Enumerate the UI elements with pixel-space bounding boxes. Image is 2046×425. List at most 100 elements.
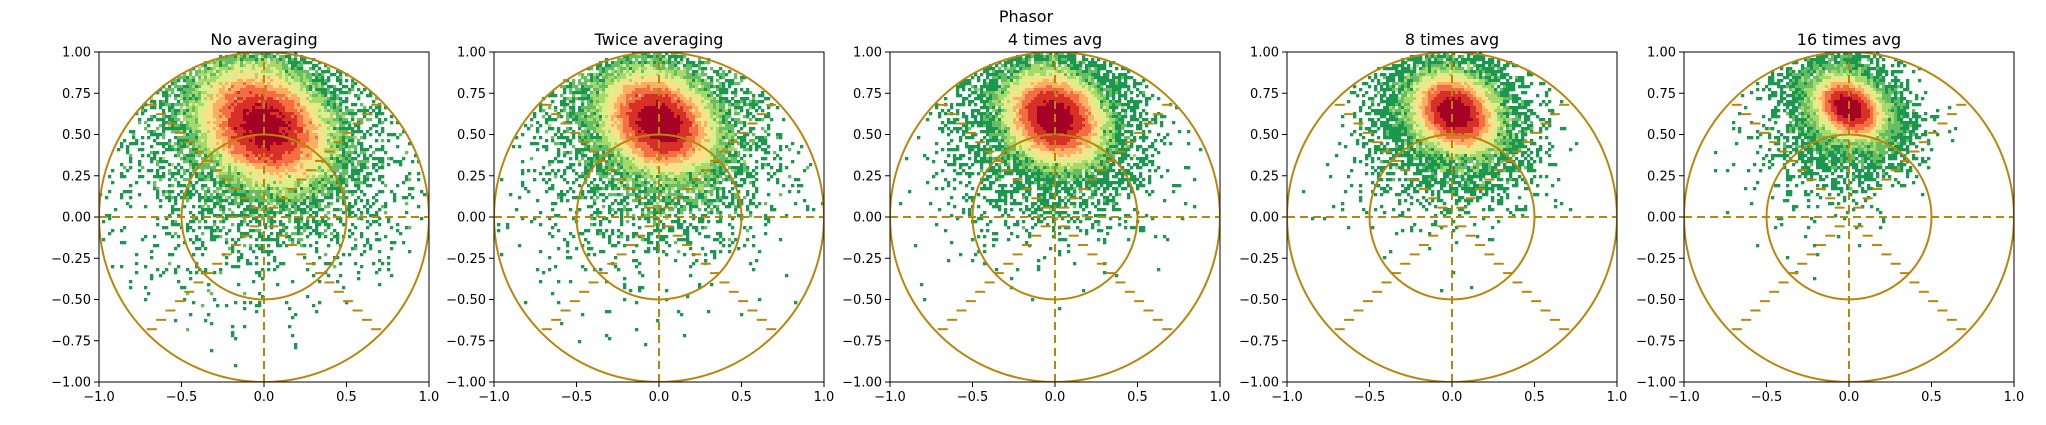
histogram-bin: [243, 130, 246, 133]
histogram-bin: [279, 139, 282, 142]
histogram-bin: [231, 88, 234, 91]
histogram-bin: [629, 121, 632, 124]
histogram-bin: [174, 247, 177, 250]
histogram-bin: [246, 151, 249, 154]
histogram-bin: [683, 67, 686, 70]
histogram-bin: [219, 64, 222, 67]
histogram-bin: [318, 100, 321, 103]
histogram-bin: [327, 274, 330, 277]
histogram-bin: [162, 175, 165, 178]
histogram-bin: [324, 193, 327, 196]
histogram-bin: [728, 121, 731, 124]
histogram-bin: [707, 121, 710, 124]
histogram-bin: [324, 106, 327, 109]
histogram-bin: [258, 175, 261, 178]
histogram-bin: [258, 73, 261, 76]
histogram-bin: [204, 190, 207, 193]
histogram-bin: [267, 121, 270, 124]
histogram-bin: [120, 142, 123, 145]
histogram-bin: [695, 115, 698, 118]
histogram-bin: [234, 196, 237, 199]
histogram-bin: [276, 163, 279, 166]
histogram-bin: [204, 91, 207, 94]
histogram-bin: [647, 79, 650, 82]
histogram-bin: [581, 130, 584, 133]
histogram-bin: [620, 121, 623, 124]
histogram-bin: [650, 100, 653, 103]
histogram-bin: [327, 175, 330, 178]
histogram-bin: [300, 109, 303, 112]
histogram-bin: [722, 73, 725, 76]
histogram-bin: [740, 76, 743, 79]
histogram-bin: [321, 145, 324, 148]
histogram-bin: [617, 127, 620, 130]
histogram-bin: [171, 172, 174, 175]
histogram-bin: [201, 187, 204, 190]
histogram-bin: [602, 85, 605, 88]
histogram-bin: [381, 181, 384, 184]
histogram-bin: [719, 73, 722, 76]
histogram-bin: [569, 88, 572, 91]
histogram-bin: [234, 241, 237, 244]
histogram-bin: [626, 76, 629, 79]
histogram-bin: [321, 70, 324, 73]
histogram-bin: [234, 100, 237, 103]
histogram-bin: [315, 163, 318, 166]
histogram-bin: [288, 94, 291, 97]
histogram-bin: [237, 214, 240, 217]
histogram-bin: [309, 187, 312, 190]
histogram-bin: [710, 121, 713, 124]
histogram-bin: [611, 73, 614, 76]
histogram-bin: [294, 136, 297, 139]
histogram-bin: [237, 67, 240, 70]
histogram-bin: [231, 223, 234, 226]
histogram-bin: [252, 97, 255, 100]
histogram-bin: [315, 223, 318, 226]
histogram-bin: [234, 67, 237, 70]
histogram-bin: [303, 112, 306, 115]
histogram-bin: [710, 67, 713, 70]
histogram-bin: [186, 196, 189, 199]
histogram-bin: [162, 118, 165, 121]
histogram-bin: [135, 262, 138, 265]
histogram-bin: [635, 124, 638, 127]
histogram-bin: [581, 121, 584, 124]
histogram-bin: [644, 124, 647, 127]
histogram-bin: [225, 97, 228, 100]
histogram-bin: [345, 79, 348, 82]
histogram-bin: [623, 121, 626, 124]
histogram-bin: [303, 208, 306, 211]
histogram-bin: [153, 130, 156, 133]
histogram-bin: [177, 265, 180, 268]
histogram-bin: [258, 145, 261, 148]
histogram-bin: [375, 157, 378, 160]
histogram-bin: [381, 112, 384, 115]
histogram-bin: [369, 247, 372, 250]
histogram-bin: [291, 190, 294, 193]
histogram-bin: [641, 106, 644, 109]
histogram-bin: [566, 118, 569, 121]
histogram-bin: [276, 202, 279, 205]
histogram-bin: [273, 211, 276, 214]
histogram-bin: [174, 115, 177, 118]
histogram-bin: [228, 106, 231, 109]
histogram-bin: [692, 121, 695, 124]
histogram-bin: [662, 82, 665, 85]
histogram-bin: [641, 112, 644, 115]
histogram-bin: [378, 208, 381, 211]
histogram-bin: [306, 295, 309, 298]
histogram-bin: [285, 94, 288, 97]
histogram-bin: [324, 223, 327, 226]
histogram-bin: [378, 160, 381, 163]
histogram-bin: [378, 166, 381, 169]
histogram-bin: [198, 85, 201, 88]
histogram-bin: [303, 133, 306, 136]
histogram-bin: [228, 157, 231, 160]
histogram-bin: [279, 163, 282, 166]
histogram-bin: [216, 124, 219, 127]
histogram-bin: [258, 304, 261, 307]
histogram-bin: [584, 130, 587, 133]
histogram-bin: [306, 79, 309, 82]
histogram-bin: [614, 103, 617, 106]
histogram-bin: [282, 262, 285, 265]
